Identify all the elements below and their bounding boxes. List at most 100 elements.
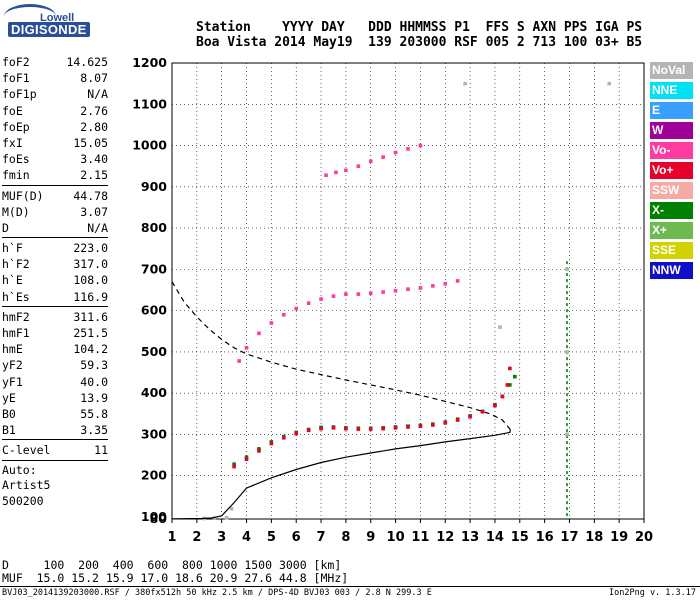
- series-point-noval: [565, 350, 569, 354]
- autoscale-line1: Auto:: [2, 462, 37, 477]
- series-point-vo: [500, 394, 505, 399]
- x-tick-label: 9: [366, 530, 375, 545]
- param-value: 15.05: [73, 135, 108, 150]
- series-point-vo: [232, 464, 236, 469]
- y-tick-label: 80: [150, 511, 168, 526]
- x-tick-label: 2: [192, 530, 201, 545]
- series-point-vo: [406, 425, 410, 429]
- series-point-noval: [463, 81, 467, 86]
- series-point-vo: [257, 449, 261, 453]
- y-tick-label: 1200: [132, 55, 167, 70]
- series-point-vo: [381, 155, 385, 159]
- legend-item-e: E: [650, 102, 693, 119]
- autoscale-line2: Artist5: [2, 478, 51, 492]
- series-point-vo: [431, 423, 435, 427]
- param-name: D: [2, 220, 9, 235]
- series-point-vo: [443, 421, 448, 425]
- legend-item-sse: SSE: [650, 242, 693, 259]
- series-point-vo: [356, 427, 361, 431]
- series-point-vo: [368, 427, 373, 431]
- series-point-vo: [480, 409, 485, 414]
- logo-arc: [4, 4, 56, 29]
- y-tick-label: 400: [141, 385, 167, 400]
- panel-separator: [2, 237, 108, 239]
- legend-item-vo: Vo-: [650, 142, 693, 159]
- series-point-x: [257, 447, 261, 451]
- series-point-x: [513, 374, 517, 379]
- param-value: 317.0: [73, 257, 108, 272]
- param-row: foF1 8.07: [2, 70, 108, 86]
- series-point-vo: [257, 331, 261, 336]
- legend-item-nne: NNE: [650, 82, 693, 99]
- param-row: yE 13.9: [2, 390, 108, 406]
- parameter-panel: foF2 14.625 foF1 8.07 foF1p N/A foE 2.76 foEp 2.8…: [2, 54, 108, 509]
- param-value: N/A: [87, 220, 108, 235]
- y-tick-label: 300: [141, 426, 167, 441]
- param-name: foF1: [2, 71, 30, 86]
- autoscale-line3: 500200: [2, 493, 44, 508]
- series-point-vo: [319, 426, 323, 431]
- param-value: 3.07: [80, 204, 108, 219]
- series-point-vo: [406, 287, 410, 291]
- param-row: B1 3.35: [2, 422, 108, 438]
- param-name: C-level: [2, 443, 51, 458]
- param-value: 116.9: [73, 289, 108, 304]
- series-point-vo: [281, 312, 286, 317]
- footer-version: Ion2Png v. 1.3.17: [609, 588, 696, 598]
- series-point-vo: [334, 170, 338, 175]
- series-point-x: [244, 455, 249, 459]
- series-point-vo: [319, 297, 323, 301]
- x-tick-label: 6: [292, 530, 301, 545]
- series-point-vo: [244, 457, 249, 462]
- param-name: h`Es: [2, 289, 30, 304]
- y-tick-label: 800: [141, 220, 167, 235]
- x-tick-label: 16: [536, 530, 554, 545]
- y-tick-label: 200: [141, 468, 167, 483]
- param-row: C-level 11: [2, 442, 108, 458]
- param-name: hmE: [2, 342, 23, 357]
- series-point-vo: [393, 426, 398, 430]
- y-tick-label: 1000: [132, 138, 167, 153]
- series-point-vo: [344, 168, 348, 173]
- y-tick-label: 1100: [132, 96, 167, 111]
- param-row: foEp 2.80: [2, 119, 108, 135]
- series-point-vo: [306, 301, 311, 306]
- x-tick-label: 5: [267, 530, 276, 545]
- series-point-vo: [356, 164, 361, 168]
- param-value: N/A: [87, 87, 108, 102]
- param-name: M(D): [2, 204, 30, 219]
- param-row: hmE 104.2: [2, 341, 108, 357]
- param-row: hmF1 251.5: [2, 325, 108, 341]
- param-row: h`F2 317.0: [2, 256, 108, 272]
- param-name: hmF1: [2, 326, 30, 340]
- series-point-vo: [508, 366, 512, 371]
- series-point-vo: [344, 426, 348, 431]
- param-value: 14.625: [66, 55, 108, 69]
- series-point-vo: [381, 426, 385, 431]
- series-point-vo: [269, 441, 274, 446]
- series-point-vo: [237, 359, 241, 363]
- param-row: foE 2.76: [2, 103, 108, 119]
- x-tick-label: 13: [461, 530, 479, 545]
- legend-item-ssw: SSW: [650, 182, 693, 199]
- param-value: 11: [94, 443, 108, 458]
- logo-digisonde: DIGISONDE: [8, 22, 90, 37]
- param-name: foE: [2, 103, 23, 118]
- param-value: 2.76: [80, 103, 108, 118]
- x-tick-label: 18: [585, 530, 603, 545]
- legend-item-noval: NoVal: [650, 62, 693, 79]
- param-row: h`F 223.0: [2, 240, 108, 256]
- series-point-x: [232, 462, 236, 466]
- param-name: B0: [2, 406, 16, 421]
- header-line1: Station YYYY DAY DDD HHMMSS P1 FFS S AXN…: [196, 20, 643, 35]
- series-point-vo: [406, 147, 410, 151]
- series-point-vo: [269, 321, 274, 325]
- series-point-vo: [331, 294, 336, 298]
- param-value: 104.2: [73, 342, 108, 357]
- param-value: 55.8: [80, 406, 108, 421]
- series-point-vo: [418, 424, 423, 428]
- y-tick-label: 500: [141, 344, 167, 359]
- param-name: fmin: [2, 168, 30, 183]
- param-row: foF1p N/A: [2, 86, 108, 102]
